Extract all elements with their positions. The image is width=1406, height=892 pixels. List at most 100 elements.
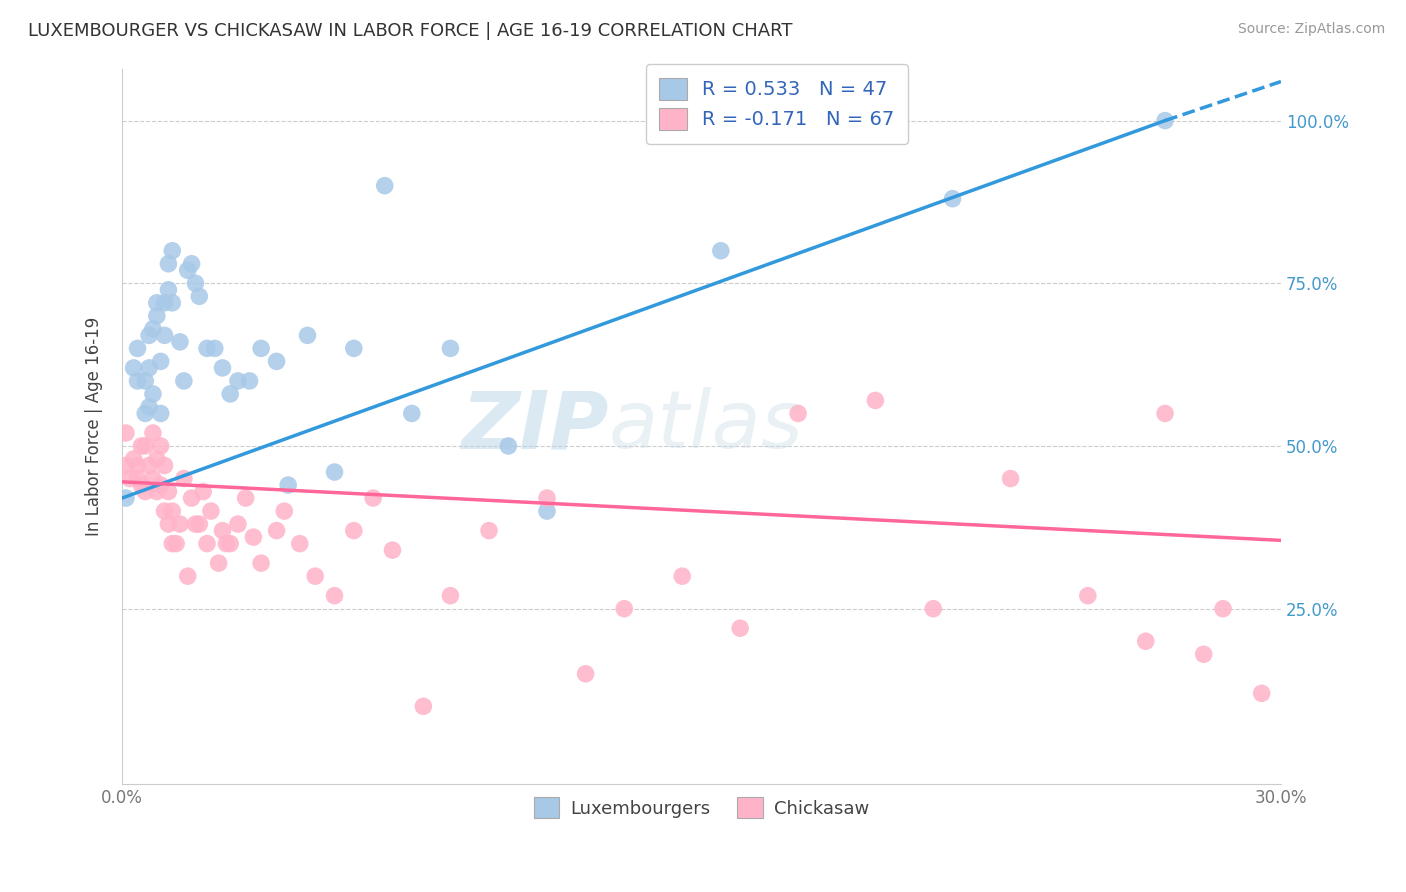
- Text: ZIP: ZIP: [461, 387, 609, 466]
- Point: [1154, 407, 1177, 421]
- Point: [165, 536, 187, 550]
- Point: [162, 536, 184, 550]
- Point: [131, 478, 153, 492]
- Point: [575, 666, 598, 681]
- Point: [211, 524, 233, 538]
- Point: [134, 439, 156, 453]
- Point: [149, 439, 172, 453]
- Point: [277, 478, 299, 492]
- Legend: Luxembourgers, Chickasaw: Luxembourgers, Chickasaw: [527, 790, 876, 825]
- Point: [127, 458, 149, 473]
- Point: [374, 178, 396, 193]
- Point: [153, 328, 176, 343]
- Point: [1135, 634, 1157, 648]
- Point: [323, 465, 346, 479]
- Point: [184, 277, 207, 291]
- Point: [115, 458, 138, 473]
- Point: [157, 484, 180, 499]
- Point: [323, 589, 346, 603]
- Point: [134, 407, 156, 421]
- Point: [122, 452, 145, 467]
- Point: [142, 471, 165, 485]
- Point: [297, 328, 319, 343]
- Point: [478, 524, 501, 538]
- Point: [219, 387, 242, 401]
- Point: [215, 536, 238, 550]
- Point: [142, 387, 165, 401]
- Point: [153, 458, 176, 473]
- Point: [193, 484, 215, 499]
- Point: [162, 504, 184, 518]
- Point: [273, 504, 295, 518]
- Text: Source: ZipAtlas.com: Source: ZipAtlas.com: [1237, 22, 1385, 37]
- Point: [226, 374, 249, 388]
- Point: [131, 439, 153, 453]
- Point: [127, 374, 149, 388]
- Point: [536, 491, 558, 505]
- Point: [146, 484, 169, 499]
- Point: [127, 471, 149, 485]
- Point: [1212, 601, 1234, 615]
- Point: [146, 295, 169, 310]
- Point: [266, 354, 288, 368]
- Point: [401, 407, 423, 421]
- Point: [204, 342, 226, 356]
- Point: [177, 263, 200, 277]
- Point: [180, 491, 202, 505]
- Point: [149, 407, 172, 421]
- Point: [1250, 686, 1272, 700]
- Point: [146, 309, 169, 323]
- Point: [250, 342, 273, 356]
- Point: [138, 458, 160, 473]
- Point: [157, 283, 180, 297]
- Point: [188, 517, 211, 532]
- Point: [304, 569, 326, 583]
- Point: [177, 569, 200, 583]
- Point: [226, 517, 249, 532]
- Point: [153, 504, 176, 518]
- Point: [195, 342, 218, 356]
- Text: LUXEMBOURGER VS CHICKASAW IN LABOR FORCE | AGE 16-19 CORRELATION CHART: LUXEMBOURGER VS CHICKASAW IN LABOR FORCE…: [28, 22, 793, 40]
- Point: [498, 439, 520, 453]
- Point: [195, 536, 218, 550]
- Point: [211, 360, 233, 375]
- Point: [188, 289, 211, 303]
- Point: [536, 504, 558, 518]
- Point: [219, 536, 242, 550]
- Point: [343, 524, 366, 538]
- Point: [149, 478, 172, 492]
- Point: [184, 517, 207, 532]
- Point: [200, 504, 222, 518]
- Point: [942, 192, 965, 206]
- Point: [138, 360, 160, 375]
- Point: [288, 536, 311, 550]
- Point: [266, 524, 288, 538]
- Point: [138, 328, 160, 343]
- Point: [138, 400, 160, 414]
- Text: atlas: atlas: [609, 387, 804, 466]
- Point: [671, 569, 693, 583]
- Point: [710, 244, 733, 258]
- Point: [242, 530, 264, 544]
- Point: [162, 244, 184, 258]
- Point: [169, 517, 191, 532]
- Point: [728, 621, 751, 635]
- Point: [922, 601, 945, 615]
- Point: [1000, 471, 1022, 485]
- Point: [1192, 647, 1215, 661]
- Point: [146, 452, 169, 467]
- Point: [250, 556, 273, 570]
- Point: [1077, 589, 1099, 603]
- Point: [865, 393, 887, 408]
- Point: [157, 257, 180, 271]
- Point: [361, 491, 384, 505]
- Point: [439, 589, 461, 603]
- Point: [173, 374, 195, 388]
- Point: [238, 374, 260, 388]
- Point: [118, 471, 141, 485]
- Point: [149, 354, 172, 368]
- Point: [169, 334, 191, 349]
- Point: [115, 491, 138, 505]
- Point: [142, 425, 165, 440]
- Point: [157, 517, 180, 532]
